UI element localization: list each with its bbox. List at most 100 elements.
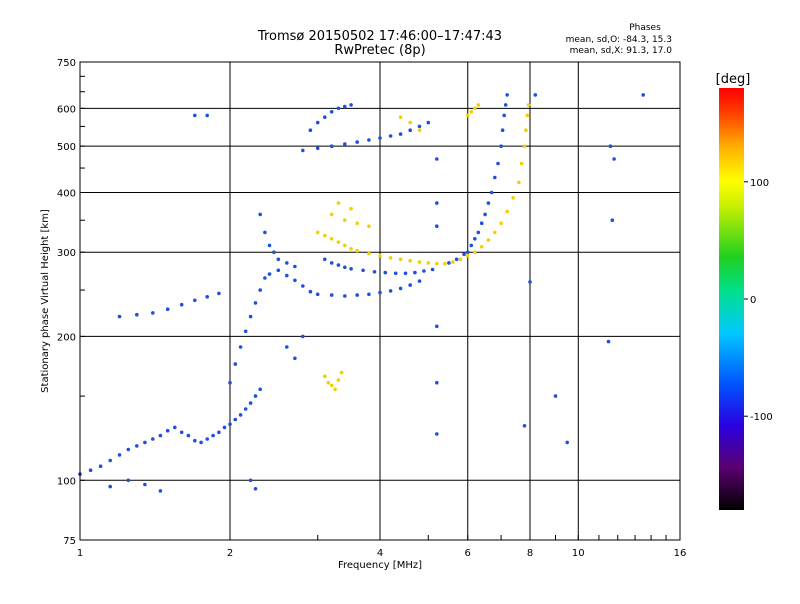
y-tick-label: 75: [63, 536, 76, 547]
data-point: [383, 270, 388, 275]
data-point: [378, 136, 382, 140]
x-tick-label: 16: [674, 548, 687, 559]
data-point: [243, 407, 248, 411]
data-point: [315, 146, 320, 151]
x-tick-label: 10: [572, 548, 585, 559]
y-tick-label: 750: [57, 58, 76, 69]
data-point: [173, 425, 177, 430]
data-point: [343, 294, 347, 298]
x-axis-label: Frequency [MHz]: [338, 560, 422, 571]
data-point: [329, 212, 334, 217]
colorbar-tick-label: -100: [750, 412, 773, 423]
x-tick-label: 1: [77, 548, 83, 559]
data-point: [447, 261, 451, 265]
data-point: [263, 230, 267, 235]
data-point: [315, 292, 320, 297]
phase-stats-o: mean, sd,O: -84.3, 15.3: [566, 35, 672, 45]
data-point: [435, 432, 439, 436]
data-point: [367, 224, 371, 228]
data-point: [343, 265, 347, 270]
data-point: [158, 433, 163, 438]
data-point: [117, 314, 122, 319]
data-point: [398, 132, 403, 136]
colorbar: [719, 88, 744, 510]
data-point: [323, 233, 327, 238]
data-point: [285, 261, 289, 265]
data-point: [179, 302, 184, 307]
data-point: [222, 425, 227, 430]
data-point: [458, 257, 463, 262]
data-points: [78, 93, 645, 493]
data-point: [528, 280, 532, 284]
data-point: [253, 487, 258, 491]
data-point: [329, 237, 334, 241]
data-point: [443, 261, 447, 266]
data-point: [301, 284, 305, 288]
data-point: [217, 430, 221, 435]
data-point: [143, 482, 147, 487]
data-point: [465, 113, 470, 118]
data-point: [329, 261, 334, 265]
y-tick-label: 400: [57, 188, 76, 199]
data-point: [355, 140, 360, 144]
data-point: [469, 110, 474, 114]
data-point: [361, 268, 365, 273]
colorbar-tick-label: 100: [750, 178, 769, 189]
data-point: [502, 113, 507, 118]
data-point: [135, 312, 139, 317]
data-point: [469, 243, 474, 248]
data-point: [253, 301, 258, 305]
data-point: [126, 478, 131, 483]
data-point: [606, 339, 611, 344]
data-point: [553, 394, 558, 398]
data-point: [479, 221, 484, 225]
data-point: [248, 401, 253, 405]
data-point: [378, 290, 382, 295]
data-point: [522, 144, 527, 148]
data-point: [165, 307, 170, 312]
data-point: [263, 276, 267, 280]
y-tick-label: 100: [57, 476, 76, 487]
data-point: [323, 257, 327, 262]
y-tick-label: 300: [57, 248, 76, 259]
data-point: [349, 206, 353, 211]
data-point: [301, 148, 305, 153]
data-point: [486, 201, 491, 205]
data-point: [417, 279, 422, 283]
data-point: [349, 103, 353, 107]
data-point: [267, 272, 272, 276]
data-point: [489, 190, 494, 195]
data-point: [329, 383, 334, 388]
data-point: [315, 120, 320, 125]
data-point: [333, 387, 337, 392]
data-point: [233, 417, 238, 422]
data-point: [483, 212, 487, 217]
data-point: [533, 93, 538, 97]
data-point: [505, 93, 510, 97]
data-point: [315, 230, 320, 235]
data-point: [228, 422, 232, 427]
data-point: [500, 128, 505, 132]
data-point: [293, 278, 297, 283]
data-point: [519, 161, 524, 166]
data-point: [258, 288, 263, 292]
data-point: [505, 209, 510, 214]
data-point: [499, 144, 503, 148]
data-point: [398, 115, 403, 119]
data-point: [493, 175, 497, 180]
data-point: [336, 240, 341, 244]
data-point: [422, 269, 426, 273]
data-point: [285, 345, 289, 349]
grid-lines: [80, 62, 680, 540]
data-point: [435, 324, 439, 329]
data-point: [253, 394, 258, 398]
y-axis-ticks: 75 100 200 300 400 500 600 750: [57, 58, 85, 547]
data-point: [329, 293, 334, 297]
data-point: [417, 260, 422, 264]
data-point: [473, 237, 477, 241]
data-point: [403, 271, 408, 276]
data-point: [308, 289, 313, 294]
data-point: [329, 110, 334, 114]
data-point: [126, 447, 131, 452]
